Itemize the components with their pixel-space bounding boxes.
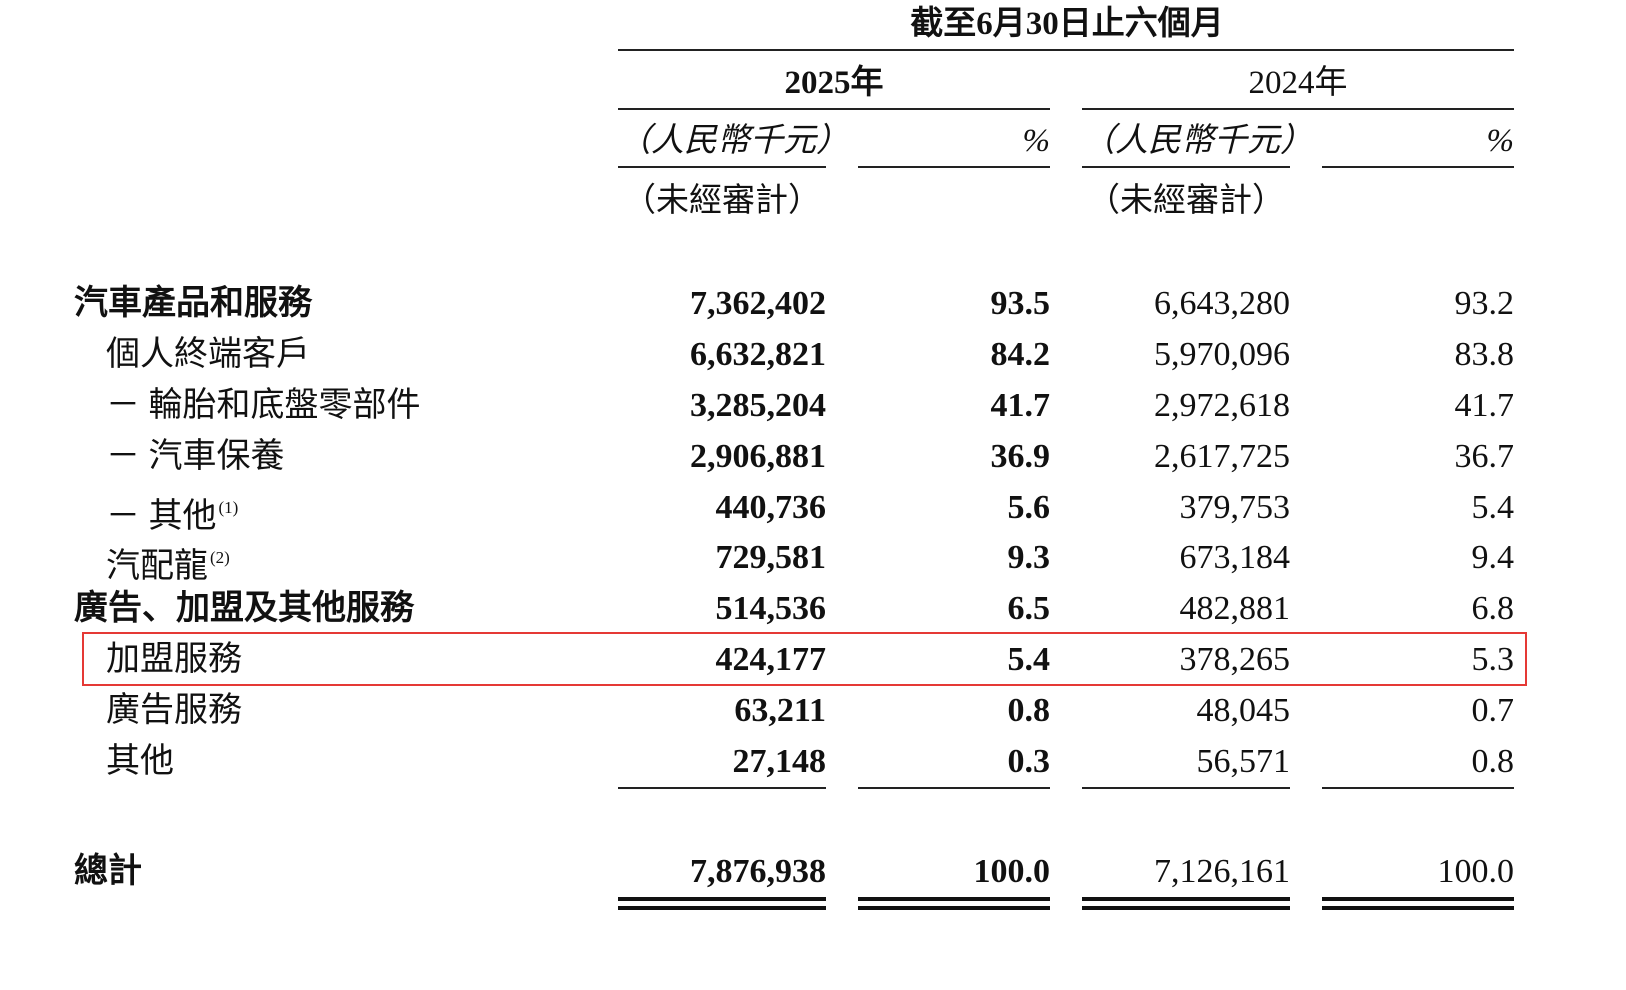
period-title: 截至6月30日止六個月 xyxy=(910,6,1224,42)
value-2024: 378,265 xyxy=(1179,641,1291,678)
total-pct-2025: 100.0 xyxy=(973,853,1051,890)
highlight-box xyxy=(82,632,1527,686)
pct-2024-header: % xyxy=(1486,123,1515,159)
unit-2025-rule xyxy=(618,166,826,168)
value-2025: 63,211 xyxy=(734,692,826,729)
value-2025: 2,906,881 xyxy=(690,438,826,475)
pct-2025: 5.4 xyxy=(1007,641,1051,678)
unit-2024-rule xyxy=(1082,166,1290,168)
row-label: － 輪胎和底盤零部件 xyxy=(106,387,421,424)
row-label: 廣告、加盟及其他服務 xyxy=(74,590,414,627)
subtotal-rule-2024-value xyxy=(1082,787,1290,789)
unit-2024-header: （人民幣千元） xyxy=(1082,123,1313,159)
unaudited-2024: （未經審計） xyxy=(1087,183,1285,219)
pct-2024: 93.2 xyxy=(1454,285,1515,322)
pct-2025: 84.2 xyxy=(990,336,1051,373)
subtotal-rule-2024-pct xyxy=(1322,787,1514,789)
pct-2024-rule xyxy=(1322,166,1514,168)
row-label: － 其他 (1) xyxy=(106,488,238,537)
value-2025: 729,581 xyxy=(715,539,827,576)
pct-2024: 41.7 xyxy=(1454,387,1515,424)
total-label: 總計 xyxy=(74,853,142,890)
subtotal-rule-2025-value xyxy=(618,787,826,789)
pct-2025: 93.5 xyxy=(990,285,1051,322)
value-2025: 424,177 xyxy=(715,641,827,678)
value-2024: 48,045 xyxy=(1196,692,1291,729)
footnote-marker: (2) xyxy=(210,548,230,567)
year-2024-header: 2024年 xyxy=(1248,65,1348,101)
pct-2025: 5.6 xyxy=(1007,489,1051,526)
row-label: 廣告服務 xyxy=(106,692,242,729)
value-2025: 7,362,402 xyxy=(690,285,826,322)
row-label: － 汽車保養 xyxy=(106,438,285,475)
pct-2025: 0.8 xyxy=(1007,692,1051,729)
pct-2024: 36.7 xyxy=(1454,438,1515,475)
value-2025: 514,536 xyxy=(715,590,827,627)
pct-2024: 5.4 xyxy=(1471,489,1515,526)
value-2024: 6,643,280 xyxy=(1154,285,1290,322)
value-2024: 379,753 xyxy=(1179,489,1291,526)
total-double-rule-2024-value xyxy=(1082,897,1290,910)
pct-2025-rule xyxy=(858,166,1050,168)
pct-2024: 0.8 xyxy=(1471,743,1515,780)
pct-2025: 9.3 xyxy=(1007,539,1051,576)
year-2024-rule xyxy=(1082,108,1514,110)
pct-2025: 36.9 xyxy=(990,438,1051,475)
value-2024: 2,972,618 xyxy=(1154,387,1290,424)
pct-2025: 0.3 xyxy=(1007,743,1051,780)
pct-2024: 9.4 xyxy=(1471,539,1515,576)
year-2025-rule xyxy=(618,108,1050,110)
unit-2025-header: （人民幣千元） xyxy=(618,123,849,159)
header-rule-top xyxy=(618,49,1514,51)
total-value-2024: 7,126,161 xyxy=(1154,853,1290,890)
row-label: 汽車產品和服務 xyxy=(74,285,312,322)
row-label-text: － 其他 xyxy=(106,498,217,535)
row-label: 其他 xyxy=(106,743,174,780)
value-2025: 3,285,204 xyxy=(690,387,826,424)
total-double-rule-2025-value xyxy=(618,897,826,910)
value-2024: 673,184 xyxy=(1179,539,1291,576)
year-2025-header: 2025年 xyxy=(784,65,884,101)
value-2025: 27,148 xyxy=(732,743,827,780)
row-label-text: 汽配龍 xyxy=(106,548,208,585)
pct-2024: 0.7 xyxy=(1471,692,1515,729)
footnote-marker: (1) xyxy=(218,498,239,517)
value-2025: 6,632,821 xyxy=(690,336,826,373)
total-pct-2024: 100.0 xyxy=(1437,853,1515,890)
pct-2025: 6.5 xyxy=(1007,590,1051,627)
value-2024: 5,970,096 xyxy=(1154,336,1290,373)
pct-2024: 6.8 xyxy=(1471,590,1515,627)
unaudited-2025: （未經審計） xyxy=(623,183,821,219)
value-2024: 482,881 xyxy=(1179,590,1291,627)
subtotal-rule-2025-pct xyxy=(858,787,1050,789)
total-value-2025: 7,876,938 xyxy=(690,853,826,890)
row-label: 汽配龍 (2) xyxy=(106,538,230,587)
row-label: 加盟服務 xyxy=(106,641,242,678)
value-2025: 440,736 xyxy=(715,489,827,526)
pct-2024: 5.3 xyxy=(1471,641,1515,678)
value-2024: 56,571 xyxy=(1196,743,1291,780)
pct-2025-header: % xyxy=(1022,123,1051,159)
total-double-rule-2025-pct xyxy=(858,897,1050,910)
pct-2024: 83.8 xyxy=(1454,336,1515,373)
value-2024: 2,617,725 xyxy=(1154,438,1290,475)
total-double-rule-2024-pct xyxy=(1322,897,1514,910)
pct-2025: 41.7 xyxy=(990,387,1051,424)
row-label: 個人終端客戶 xyxy=(106,336,310,373)
